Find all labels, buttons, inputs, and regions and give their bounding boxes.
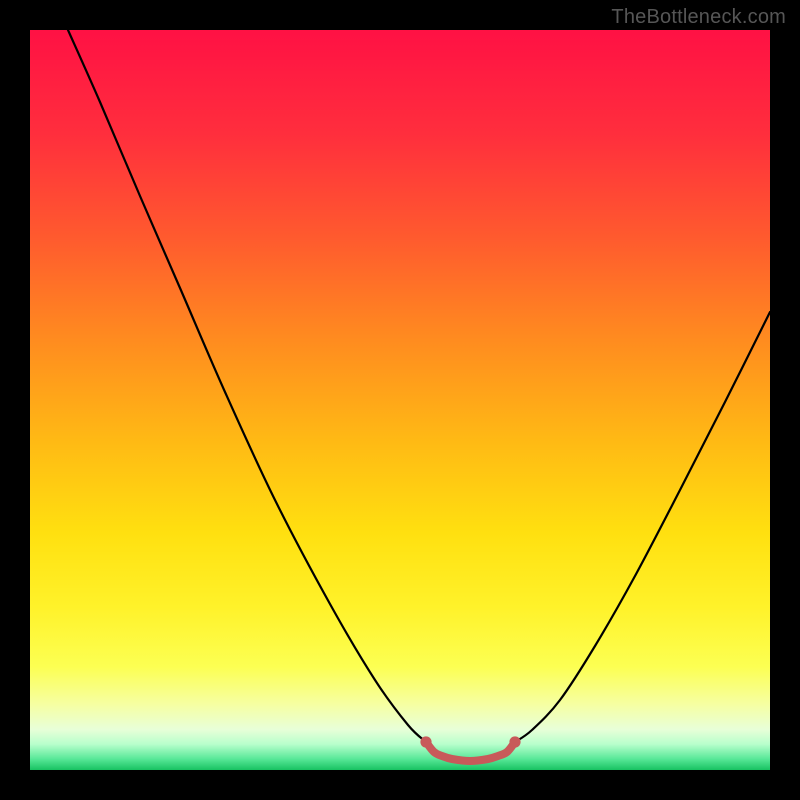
valley-end-dot [509,736,520,747]
valley-start-dot [420,736,431,747]
plot-area [30,30,770,770]
attribution-label: TheBottleneck.com [611,6,786,29]
chart-canvas [0,0,800,800]
